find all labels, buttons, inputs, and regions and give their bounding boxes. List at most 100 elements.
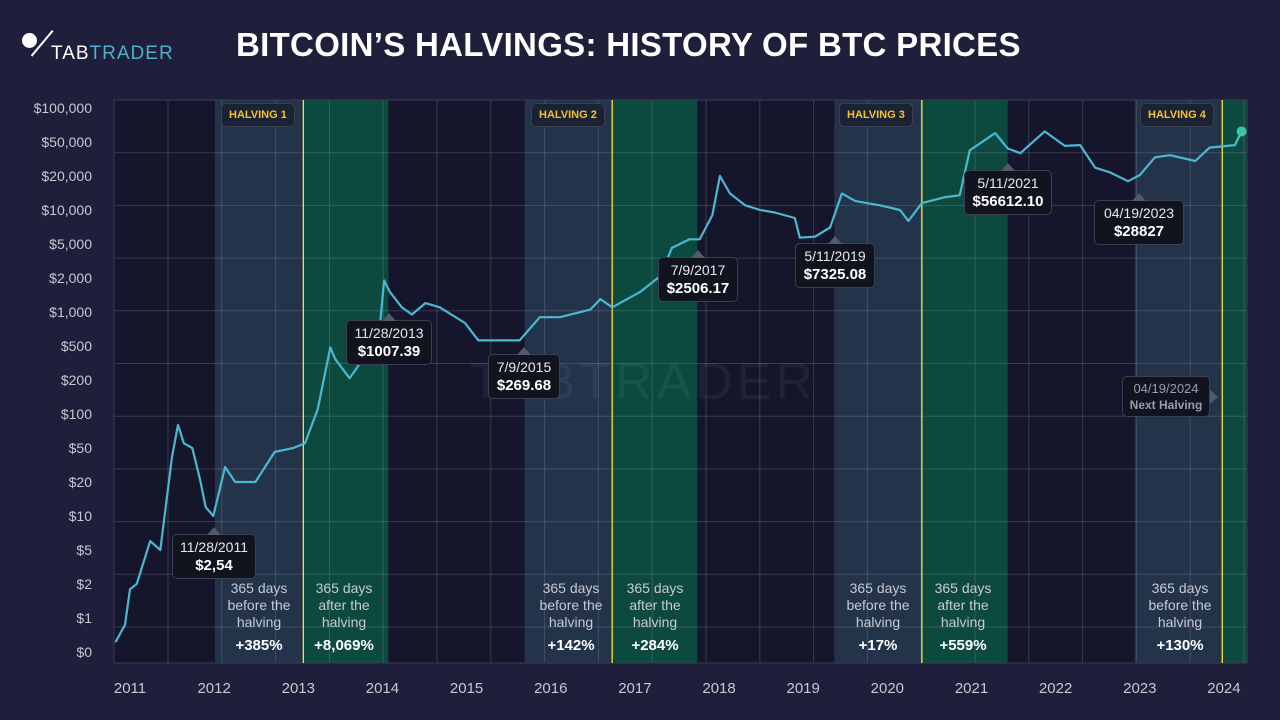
price-point xyxy=(1139,174,1141,176)
price-point xyxy=(114,641,117,643)
price-point xyxy=(1019,152,1022,154)
price-point xyxy=(183,442,185,445)
pointer-right-icon xyxy=(1210,389,1218,404)
price-point xyxy=(135,583,138,585)
annotation-date: 11/28/2013 xyxy=(354,325,424,341)
x-tick-label: 2020 xyxy=(871,680,904,697)
price-point xyxy=(671,247,673,249)
y-tick-label: $200 xyxy=(61,372,92,388)
price-point xyxy=(589,308,592,311)
price-point xyxy=(711,214,714,216)
annotation-price: $1007.39 xyxy=(357,343,421,360)
y-tick-label: $2,000 xyxy=(49,270,92,286)
band-percent: +8,069% xyxy=(314,637,374,654)
after-halving-band xyxy=(612,100,698,663)
y-tick-label: $5 xyxy=(76,542,92,558)
price-point xyxy=(814,235,816,238)
band-percent: +559% xyxy=(939,637,987,654)
price-point xyxy=(224,466,226,468)
next-halving-callout: 04/19/2024 Next Halving xyxy=(1122,376,1218,417)
price-point xyxy=(759,209,762,211)
price-point xyxy=(899,209,901,211)
price-point xyxy=(994,132,996,134)
annotation-price: $28827 xyxy=(1113,223,1165,240)
price-point xyxy=(793,217,796,219)
y-tick-label: $20,000 xyxy=(41,168,92,184)
price-point xyxy=(599,298,602,300)
price-point xyxy=(464,322,466,324)
band-text-before-1: 365 days before the halving +385% xyxy=(216,580,302,654)
price-point xyxy=(129,588,131,590)
pointer-icon xyxy=(1132,193,1146,201)
band-text-after-3: 365 days after the halving +559% xyxy=(920,580,1006,654)
price-point xyxy=(829,226,831,229)
y-tick-label: $10 xyxy=(69,508,93,524)
price-point xyxy=(316,408,319,411)
x-tick-label: 2024 xyxy=(1207,680,1240,697)
price-point xyxy=(1169,154,1171,157)
price-point xyxy=(841,192,843,195)
band-text-line: after the xyxy=(629,597,681,613)
x-tick-label: 2021 xyxy=(955,680,988,697)
price-point xyxy=(149,540,151,542)
band-percent: +17% xyxy=(858,637,898,654)
price-point xyxy=(958,194,961,197)
annotation-callout: 11/28/2011 $2,54 xyxy=(172,527,256,579)
y-tick-label: $5,000 xyxy=(49,236,92,252)
band-text-line: 365 days xyxy=(1151,580,1209,596)
price-point xyxy=(383,279,385,282)
price-point xyxy=(688,238,691,241)
band-percent: +385% xyxy=(235,637,283,654)
halving-4-label: HALVING 4 xyxy=(1140,103,1214,127)
annotation-price: Next Halving xyxy=(1129,398,1203,412)
pointer-icon xyxy=(517,347,531,355)
halving-2-label: HALVING 2 xyxy=(531,103,605,127)
price-point xyxy=(1109,171,1112,174)
halving-3-label: HALVING 3 xyxy=(839,103,913,127)
price-point xyxy=(356,366,359,369)
annotation-date: 11/28/2011 xyxy=(180,539,248,555)
price-point xyxy=(1006,147,1009,150)
y-tick-label: $100,000 xyxy=(34,100,93,116)
band-percent: +284% xyxy=(631,637,679,654)
annotation-date: 04/19/2024 xyxy=(1133,381,1199,396)
annotation-price: $56612.10 xyxy=(972,193,1044,210)
price-point xyxy=(329,346,332,349)
annotation-callout: 11/28/2013 $1007.39 xyxy=(346,313,432,365)
annotation-date: 7/9/2017 xyxy=(670,262,726,278)
band-text-line: 365 days xyxy=(934,580,992,596)
price-point xyxy=(944,196,947,198)
price-point xyxy=(499,339,502,342)
price-point xyxy=(171,455,173,458)
price-point xyxy=(878,204,881,207)
price-point xyxy=(729,192,731,195)
price-point xyxy=(273,451,276,453)
price-point xyxy=(921,202,923,204)
y-tick-label: $1 xyxy=(76,610,92,626)
price-point xyxy=(907,220,910,222)
band-percent: +130% xyxy=(1156,637,1204,654)
band-text-line: 365 days xyxy=(542,580,600,596)
annotation-price: $269.68 xyxy=(496,377,552,394)
pointer-icon xyxy=(828,236,842,244)
price-point xyxy=(698,238,701,241)
y-tick-label: $0 xyxy=(76,644,92,660)
band-text-line: after the xyxy=(318,597,370,613)
band-text-line: 365 days xyxy=(315,580,373,596)
price-point xyxy=(292,447,295,449)
before-halving-band xyxy=(834,100,922,663)
x-tick-label: 2012 xyxy=(197,680,230,697)
annotation-price: $2506.17 xyxy=(666,280,730,297)
y-tick-label: $100 xyxy=(61,406,92,422)
price-point xyxy=(234,481,236,483)
price-point xyxy=(401,306,403,309)
price-point xyxy=(1094,166,1097,169)
band-text-line: halving xyxy=(940,614,986,630)
price-point xyxy=(411,313,413,316)
pointer-icon xyxy=(1001,163,1015,171)
y-tick-label: $1,000 xyxy=(49,304,92,320)
x-tick-label: 2011 xyxy=(114,680,146,697)
band-text-line: halving xyxy=(1157,614,1203,630)
price-point xyxy=(1064,145,1066,147)
price-point xyxy=(424,302,427,304)
